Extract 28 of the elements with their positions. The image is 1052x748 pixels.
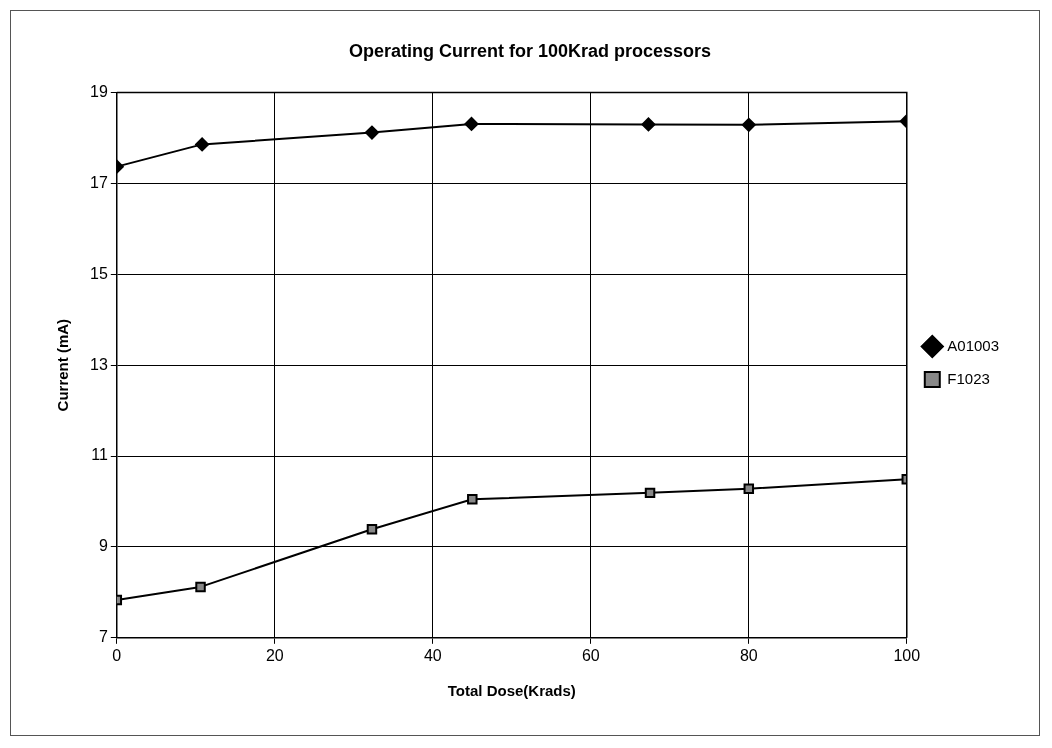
legend-label: A01003 — [947, 336, 999, 354]
y-tick-label: 11 — [91, 446, 108, 464]
y-tick-label: 19 — [90, 83, 108, 101]
y-tick-label: 15 — [90, 264, 108, 282]
point — [641, 117, 656, 132]
x-tick-label: 0 — [112, 646, 122, 664]
y-axis-title: Current (mA) — [54, 318, 72, 412]
point — [364, 125, 379, 140]
x-tick-label: 20 — [265, 646, 284, 664]
point — [366, 523, 378, 535]
x-tick-label: 100 — [893, 646, 921, 664]
point — [644, 487, 656, 499]
point — [464, 116, 479, 131]
x-axis-title: Total Dose(Krads) — [447, 682, 576, 700]
y-tick-label: 17 — [90, 173, 108, 191]
x-tick-label: 60 — [581, 646, 600, 664]
point — [195, 581, 206, 593]
y-tick-label: 13 — [90, 355, 108, 373]
y-tick-label: 7 — [98, 628, 108, 646]
point — [467, 493, 478, 505]
y-tick-label: 9 — [98, 537, 108, 555]
point — [743, 483, 755, 495]
point — [741, 117, 756, 132]
x-tick-label: 40 — [423, 646, 442, 664]
legend-label: F1023 — [947, 369, 990, 387]
chart-title: Operating Current for 100Krad processors — [348, 40, 712, 61]
x-tick-label: 80 — [739, 646, 758, 664]
point — [195, 137, 210, 152]
